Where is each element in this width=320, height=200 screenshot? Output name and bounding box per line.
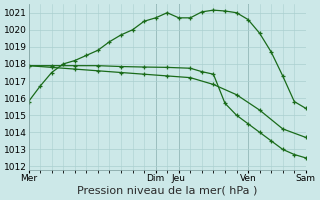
X-axis label: Pression niveau de la mer( hPa ): Pression niveau de la mer( hPa ) xyxy=(77,186,257,196)
